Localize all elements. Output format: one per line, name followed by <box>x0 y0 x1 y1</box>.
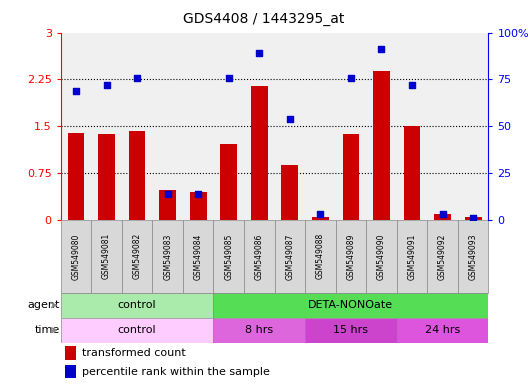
Text: GSM549089: GSM549089 <box>346 233 355 280</box>
FancyBboxPatch shape <box>213 293 488 318</box>
Bar <box>220 144 237 220</box>
FancyBboxPatch shape <box>305 220 336 293</box>
Bar <box>434 214 451 220</box>
Text: GSM549093: GSM549093 <box>469 233 478 280</box>
Text: GSM549080: GSM549080 <box>71 233 80 280</box>
Point <box>469 215 477 221</box>
Bar <box>190 192 206 220</box>
Bar <box>312 217 329 220</box>
Bar <box>251 86 268 220</box>
FancyBboxPatch shape <box>122 220 153 293</box>
FancyBboxPatch shape <box>213 220 244 293</box>
FancyBboxPatch shape <box>153 220 183 293</box>
Bar <box>129 131 146 220</box>
Text: GSM549082: GSM549082 <box>133 233 142 280</box>
Point <box>408 82 416 88</box>
Text: DETA-NONOate: DETA-NONOate <box>308 300 393 310</box>
Point <box>255 50 263 56</box>
FancyBboxPatch shape <box>427 220 458 293</box>
FancyBboxPatch shape <box>366 220 397 293</box>
Bar <box>343 134 360 220</box>
Bar <box>159 190 176 220</box>
Text: GSM549087: GSM549087 <box>285 233 294 280</box>
Bar <box>65 346 76 359</box>
Text: 24 hrs: 24 hrs <box>425 325 460 335</box>
Text: time: time <box>35 325 60 335</box>
Point <box>377 46 385 53</box>
Text: GDS4408 / 1443295_at: GDS4408 / 1443295_at <box>183 12 345 25</box>
FancyBboxPatch shape <box>244 220 275 293</box>
Point <box>164 190 172 197</box>
Bar <box>465 217 482 220</box>
Text: GSM549081: GSM549081 <box>102 233 111 280</box>
FancyBboxPatch shape <box>336 220 366 293</box>
Text: GSM549091: GSM549091 <box>408 233 417 280</box>
Text: 15 hrs: 15 hrs <box>333 325 369 335</box>
FancyBboxPatch shape <box>275 220 305 293</box>
Point <box>224 74 233 81</box>
Point <box>102 82 111 88</box>
Point <box>133 74 142 81</box>
Bar <box>68 132 84 220</box>
FancyBboxPatch shape <box>61 318 213 343</box>
FancyBboxPatch shape <box>213 318 305 343</box>
Text: GSM549090: GSM549090 <box>377 233 386 280</box>
Point <box>194 190 202 197</box>
Text: GSM549088: GSM549088 <box>316 233 325 280</box>
FancyBboxPatch shape <box>397 318 488 343</box>
Point <box>347 74 355 81</box>
Text: GSM549084: GSM549084 <box>194 233 203 280</box>
FancyBboxPatch shape <box>61 293 213 318</box>
Bar <box>98 134 115 220</box>
Point <box>316 211 325 217</box>
Text: GSM549083: GSM549083 <box>163 233 172 280</box>
Text: control: control <box>118 300 156 310</box>
Bar <box>373 71 390 220</box>
Bar <box>403 126 420 220</box>
Text: agent: agent <box>28 300 60 310</box>
Text: 8 hrs: 8 hrs <box>245 325 274 335</box>
Text: GSM549086: GSM549086 <box>255 233 264 280</box>
FancyBboxPatch shape <box>91 220 122 293</box>
Bar <box>281 165 298 220</box>
Point <box>72 88 80 94</box>
Text: GSM549092: GSM549092 <box>438 233 447 280</box>
FancyBboxPatch shape <box>305 318 397 343</box>
Text: percentile rank within the sample: percentile rank within the sample <box>82 367 270 377</box>
FancyBboxPatch shape <box>61 220 91 293</box>
Point <box>438 211 447 217</box>
FancyBboxPatch shape <box>458 220 488 293</box>
Text: control: control <box>118 325 156 335</box>
FancyBboxPatch shape <box>183 220 213 293</box>
Text: GSM549085: GSM549085 <box>224 233 233 280</box>
Text: transformed count: transformed count <box>82 348 186 358</box>
FancyBboxPatch shape <box>397 220 427 293</box>
Bar <box>65 365 76 378</box>
Point <box>286 116 294 122</box>
